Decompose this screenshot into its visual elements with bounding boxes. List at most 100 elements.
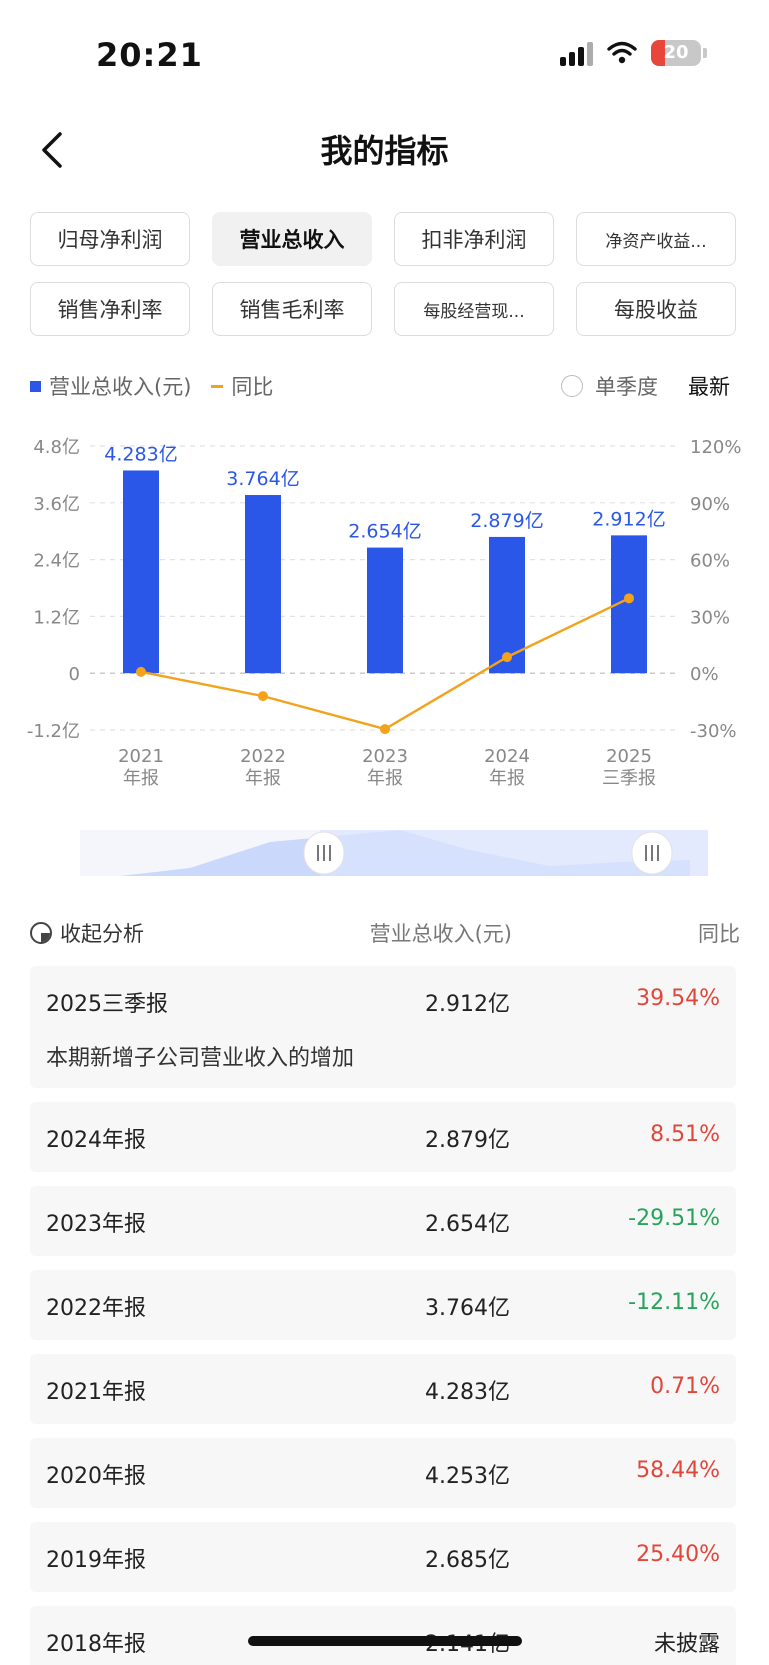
table-header: 收起分析 营业总收入(元) 同比 [30, 918, 740, 954]
row-analysis-note: 本期新增子公司营业收入的增加 [46, 1046, 355, 1071]
chip-roe[interactable]: 净资产收益... [576, 212, 736, 266]
left-axis-tick: 1.2亿 [33, 607, 80, 628]
chip-operating-cashflow-per-share[interactable]: 每股经营现... [394, 282, 554, 336]
indicator-chips: 归母净利润 营业总收入 扣非净利润 净资产收益... 销售净利率 销售毛利率 每… [30, 212, 740, 336]
row-value: 3.764亿 [425, 1296, 510, 1321]
row-period: 2024年报 [46, 1128, 146, 1153]
row-period: 2020年报 [46, 1464, 146, 1489]
x-axis-period-label: 三季报 [602, 768, 656, 789]
x-axis-period-label: 年报 [489, 768, 525, 789]
table-row[interactable]: 2021年报 4.283亿 0.71% [30, 1354, 736, 1424]
revenue-bar [245, 495, 281, 674]
revenue-bar [123, 470, 159, 674]
right-axis-tick: 90% [690, 494, 730, 515]
revenue-table: 2025三季报 2.912亿 39.54% 本期新增子公司营业收入的增加 202… [30, 966, 736, 1665]
right-axis-tick: 0% [690, 664, 719, 685]
yoy-point [624, 593, 634, 604]
chip-gross-margin[interactable]: 销售毛利率 [212, 282, 372, 336]
latest-toggle[interactable]: 最新 [688, 375, 730, 399]
row-period: 2019年报 [46, 1548, 146, 1573]
bar-data-label: 2.879亿 [470, 510, 543, 532]
single-quarter-label[interactable]: 单季度 [595, 375, 658, 399]
bar-data-label: 2.654亿 [348, 521, 421, 543]
battery-level: 20 [663, 42, 689, 63]
collapse-analysis-label: 收起分析 [60, 922, 144, 946]
left-axis-tick: 0 [69, 664, 80, 685]
yoy-point [502, 652, 512, 663]
bar-data-label: 4.283亿 [104, 443, 177, 465]
row-value: 2.654亿 [425, 1212, 510, 1237]
revenue-chart: 4.8亿 3.6亿 2.4亿 1.2亿 0 -1.2亿 120% 90% 60% 30% 0% -30… [27, 437, 742, 789]
legend-options: 单季度 最新 [561, 371, 730, 401]
status-icons: 20 [560, 40, 707, 66]
x-axis-year-label: 2025 [606, 746, 652, 767]
row-period: 2021年报 [46, 1380, 146, 1405]
scroller-handle-right[interactable] [631, 831, 673, 875]
x-axis-period-label: 年报 [123, 768, 159, 789]
row-value: 4.283亿 [425, 1380, 510, 1405]
row-value: 2.685亿 [425, 1548, 510, 1573]
pie-chart-icon [30, 922, 52, 944]
table-row[interactable]: 2023年报 2.654亿 -29.51% [30, 1186, 736, 1256]
scroller-handle-left[interactable] [303, 831, 345, 875]
header-revenue: 营业总收入(元) [369, 922, 512, 946]
single-quarter-radio[interactable] [561, 375, 583, 397]
row-yoy: 39.54% [636, 986, 720, 1011]
bar-data-label: 2.912亿 [592, 508, 665, 530]
chip-net-profit-parent[interactable]: 归母净利润 [30, 212, 190, 266]
row-value: 4.253亿 [425, 1464, 510, 1489]
row-period: 2025三季报 [46, 992, 168, 1017]
row-yoy: 0.71% [650, 1374, 720, 1399]
row-period: 2022年报 [46, 1296, 146, 1321]
left-axis-tick: 4.8亿 [33, 437, 80, 458]
table-row[interactable]: 2019年报 2.685亿 25.40% [30, 1522, 736, 1592]
row-period: 2018年报 [46, 1632, 146, 1657]
table-row[interactable]: 2020年报 4.253亿 58.44% [30, 1438, 736, 1508]
chart-legend: 营业总收入(元) 同比 单季度 最新 [30, 368, 730, 404]
back-arrow-icon[interactable] [34, 126, 74, 174]
battery-icon: 20 [651, 40, 701, 66]
chip-deducted-net-profit[interactable]: 扣非净利润 [394, 212, 554, 266]
legend-revenue: 营业总收入(元) [49, 375, 192, 399]
revenue-bar [367, 547, 403, 674]
row-yoy: 8.51% [650, 1122, 720, 1147]
cellular-signal-icon [560, 40, 593, 66]
x-axis-year-label: 2022 [240, 746, 286, 767]
table-row[interactable]: 2025三季报 2.912亿 39.54% 本期新增子公司营业收入的增加 [30, 966, 736, 1088]
wifi-icon [607, 41, 637, 64]
x-axis-year-label: 2021 [118, 746, 164, 767]
legend-yoy: 同比 [231, 375, 274, 399]
page-title: 我的指标 [320, 132, 449, 170]
right-axis-tick: 30% [690, 607, 730, 628]
yoy-point [258, 691, 268, 702]
collapse-analysis-toggle[interactable]: 收起分析 [30, 918, 144, 948]
chip-net-margin[interactable]: 销售净利率 [30, 282, 190, 336]
table-row[interactable]: 2024年报 2.879亿 8.51% [30, 1102, 736, 1172]
chart-range-scroller[interactable] [80, 828, 708, 878]
row-yoy: 58.44% [636, 1458, 720, 1483]
x-axis-year-label: 2023 [362, 746, 408, 767]
row-value: 2.879亿 [425, 1128, 510, 1153]
x-axis-year-label: 2024 [484, 746, 530, 767]
yoy-point [136, 666, 146, 677]
left-axis-tick: -1.2亿 [27, 721, 80, 742]
row-value: 2.912亿 [425, 992, 510, 1017]
left-axis-tick: 2.4亿 [33, 551, 80, 572]
right-axis-tick: 120% [690, 437, 741, 458]
left-axis-tick: 3.6亿 [33, 494, 80, 515]
bar-data-label: 3.764亿 [226, 468, 299, 490]
chip-total-revenue[interactable]: 营业总收入 [212, 212, 372, 266]
chip-eps[interactable]: 每股收益 [576, 282, 736, 336]
nav-bar: 我的指标 [0, 110, 769, 190]
right-axis-tick: -30% [690, 721, 737, 742]
yoy-point [380, 724, 390, 735]
status-time: 20:21 [96, 36, 203, 74]
table-row[interactable]: 2022年报 3.764亿 -12.11% [30, 1270, 736, 1340]
x-axis-period-label: 年报 [367, 768, 403, 789]
battery-tip [703, 48, 707, 58]
header-yoy: 同比 [698, 922, 740, 946]
row-yoy: 未披露 [653, 1632, 720, 1657]
table-row[interactable]: 2018年报 2.141亿 未披露 [30, 1606, 736, 1665]
right-axis-tick: 60% [690, 551, 730, 572]
home-indicator[interactable] [248, 1636, 522, 1646]
